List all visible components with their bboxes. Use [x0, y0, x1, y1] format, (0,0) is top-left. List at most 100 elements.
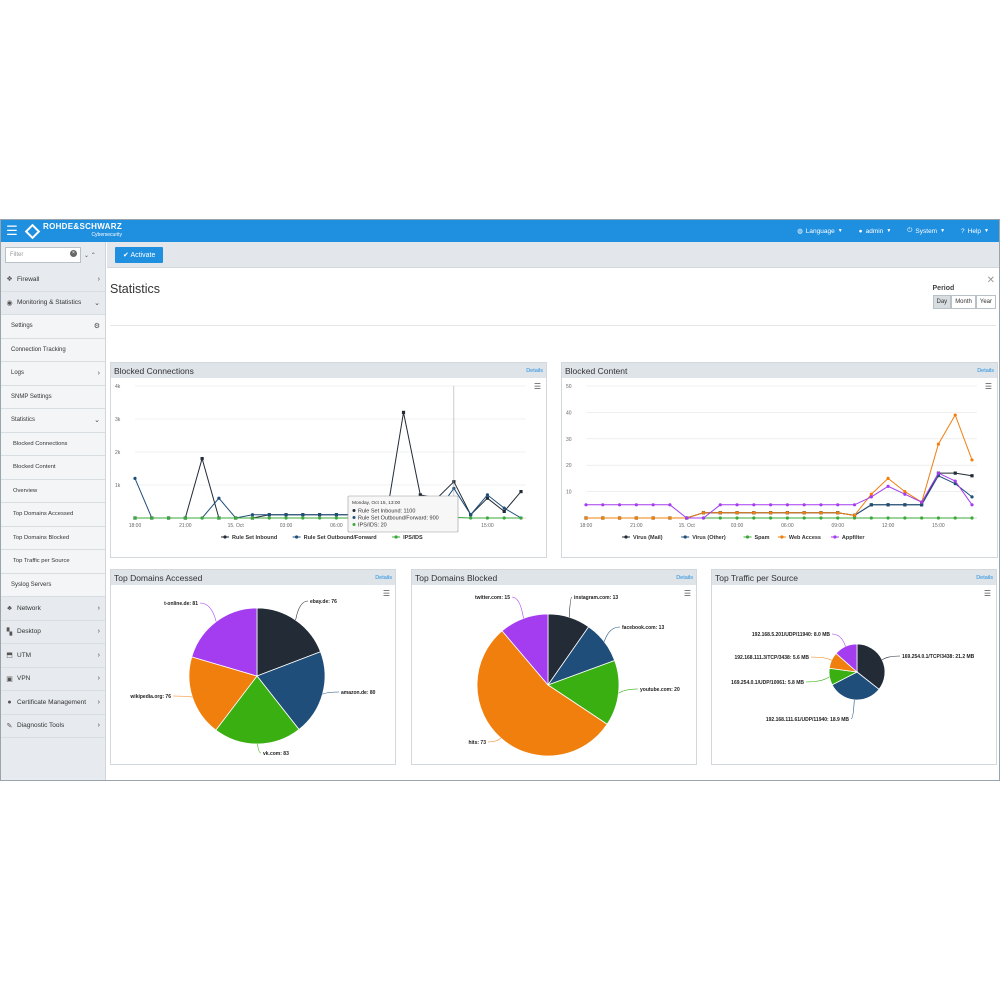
details-link[interactable]: Details — [375, 574, 392, 581]
hamburger-menu-icon[interactable]: ☰ — [6, 223, 18, 238]
details-link[interactable]: Details — [977, 367, 994, 374]
chart-menu-icon[interactable]: ☰ — [382, 589, 390, 598]
panel-title: Top Traffic per Source — [715, 572, 798, 583]
data-point — [953, 413, 957, 417]
chevron-right-icon[interactable]: › — [97, 628, 100, 636]
sidebar-item-top-domains-blocked[interactable]: Top Domains Blocked — [1, 526, 105, 550]
tooltip-line: Rule Set Inbound: 1100 — [358, 509, 415, 515]
chevron-right-icon[interactable]: › — [97, 604, 100, 612]
y-tick-label: 20 — [566, 463, 572, 469]
sidebar-item-certificate-management[interactable]: ● Certificate Management › — [1, 691, 105, 715]
sidebar-item-blocked-connections[interactable]: Blocked Connections — [1, 432, 105, 456]
period-year-button[interactable]: Year — [975, 295, 996, 309]
connector-line — [569, 596, 573, 618]
data-point — [485, 493, 490, 497]
chart-menu-icon[interactable]: ☰ — [683, 589, 691, 598]
details-link[interactable]: Details — [526, 367, 543, 374]
system-menu[interactable]: ⏻ System ▼ — [907, 227, 945, 235]
sidebar-item-top-domains-accessed[interactable]: Top Domains Accessed — [1, 503, 105, 527]
sidebar-item-label: Desktop — [17, 628, 41, 636]
filter-input[interactable]: Filter × — [5, 247, 81, 263]
chevron-right-icon[interactable]: › — [97, 369, 100, 377]
user-menu[interactable]: ● admin ▼ — [859, 227, 892, 235]
data-point — [617, 516, 622, 520]
y-tick-label: 50 — [566, 384, 572, 390]
data-point — [418, 493, 422, 497]
collapse-all-icon[interactable]: ⌄ ⌃ — [84, 252, 96, 259]
app-window: ☰ ROHDE&SCHWARZ Cybersecurity ◍ Language ▼… — [0, 219, 1000, 781]
main-content: ✔ Activate Statistics ✕ Period Day Month… — [107, 242, 999, 780]
sidebar-item-statistics[interactable]: Statistics ⌄ — [1, 409, 105, 433]
legend-item: IPS/IDS — [392, 535, 423, 541]
chevron-down-icon[interactable]: ⌄ — [94, 299, 100, 307]
legend-item: Virus (Mail) — [622, 535, 663, 541]
x-tick-label: 18:00 — [129, 523, 142, 529]
data-point — [785, 503, 789, 507]
data-point — [200, 516, 204, 520]
data-point — [970, 516, 974, 520]
help-menu[interactable]: ? Help ▼ — [961, 227, 989, 235]
page-title: Statistics — [110, 282, 161, 296]
data-point — [166, 516, 171, 520]
chevron-right-icon[interactable]: › — [97, 275, 100, 283]
tooltip-box — [347, 495, 459, 533]
data-point — [836, 511, 840, 515]
period-day-button[interactable]: Day — [932, 295, 952, 309]
sidebar-item-utm[interactable]: ⬒ UTM › — [1, 644, 105, 668]
chart-menu-icon[interactable]: ☰ — [984, 382, 992, 391]
certificate-icon: ● — [7, 698, 12, 706]
data-point — [769, 511, 773, 515]
chevron-right-icon[interactable]: › — [97, 722, 100, 730]
sidebar-item-desktop[interactable]: ▚ Desktop › — [1, 620, 105, 644]
details-link[interactable]: Details — [676, 574, 693, 581]
sidebar-item-top-traffic-per-source[interactable]: Top Traffic per Source — [1, 550, 105, 574]
legend-marker — [223, 535, 227, 539]
sidebar-item-monitoring-statistics[interactable]: ◉ Monitoring & Statistics ⌄ — [1, 291, 105, 315]
data-point — [735, 503, 739, 507]
chart-menu-icon[interactable]: ☰ — [533, 382, 541, 391]
brand-name: ROHDE&SCHWARZ — [43, 222, 123, 231]
chevron-right-icon[interactable]: › — [97, 675, 100, 683]
connector-line — [511, 596, 524, 619]
data-point — [334, 513, 338, 517]
sidebar-item-network[interactable]: ♣ Network › — [1, 597, 105, 621]
close-icon[interactable]: ✕ — [986, 275, 995, 286]
tooltip-line: IPS/IDS: 20 — [358, 523, 387, 529]
legend-marker — [833, 535, 837, 539]
sidebar-item-snmp-settings[interactable]: SNMP Settings — [1, 385, 105, 409]
data-label: 192.168.5.201/UDP/11940: 8.0 MB — [752, 632, 830, 638]
clear-filter-icon[interactable]: × — [70, 250, 77, 257]
sidebar-item-settings[interactable]: Settings ⚙ — [1, 315, 105, 339]
sidebar-item-logs[interactable]: Logs › — [1, 362, 105, 386]
data-point — [903, 516, 907, 520]
data-label: 169.254.0.1/UDP/10061: 5.8 MB — [731, 680, 804, 686]
chevron-down-icon[interactable]: ⌄ — [94, 417, 100, 425]
language-menu[interactable]: ◍ Language ▼ — [797, 227, 843, 236]
sidebar-item-vpn[interactable]: ▣ VPN › — [1, 667, 105, 691]
data-point — [802, 516, 806, 520]
sidebar-item-syslog-servers[interactable]: Syslog Servers — [1, 573, 105, 597]
period-month-button[interactable]: Month — [951, 295, 976, 309]
chart-menu-icon[interactable]: ☰ — [983, 589, 991, 598]
series-line-appfilter — [586, 472, 973, 519]
y-tick-label: 4k — [115, 384, 121, 390]
activate-button[interactable]: ✔ Activate — [115, 246, 164, 263]
sidebar-item-firewall[interactable]: ❖ Firewall › — [1, 268, 105, 292]
sidebar-item-label: Top Traffic per Source — [13, 558, 70, 565]
power-icon: ⏻ — [907, 227, 913, 234]
sidebar-item-blocked-content[interactable]: Blocked Content — [1, 456, 105, 480]
data-point — [502, 509, 506, 513]
y-tick-label: 2k — [115, 450, 121, 456]
details-link[interactable]: Details — [976, 574, 993, 581]
chevron-right-icon[interactable]: › — [97, 698, 100, 706]
top-menu: ◍ Language ▼ ● admin ▼ ⏻ System ▼ ? Help ▼ — [797, 227, 989, 235]
data-point — [903, 490, 907, 494]
sidebar-item-connection-tracking[interactable]: Connection Tracking — [1, 338, 105, 362]
chevron-right-icon[interactable]: › — [97, 651, 100, 659]
sidebar-item-overview[interactable]: Overview — [1, 479, 105, 503]
data-point — [267, 516, 271, 520]
gear-icon[interactable]: ⚙ — [93, 323, 100, 331]
y-tick-label: 3k — [115, 417, 121, 423]
sidebar-item-diagnostic-tools[interactable]: ✎ Diagnostic Tools › — [1, 714, 105, 738]
data-point — [769, 516, 773, 520]
